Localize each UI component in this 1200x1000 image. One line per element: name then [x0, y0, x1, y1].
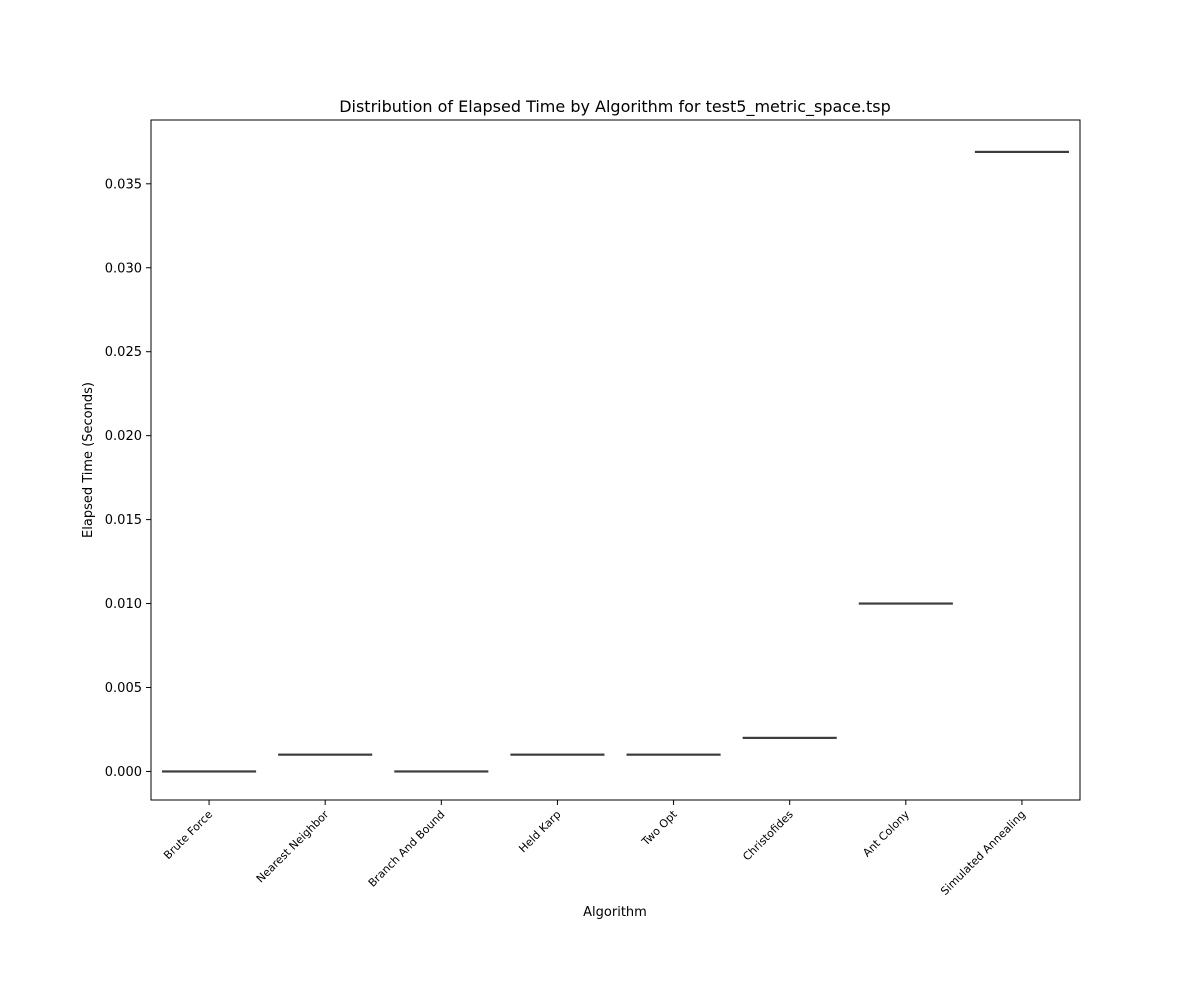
x-tick-label: Brute Force: [161, 808, 215, 862]
x-axis: Brute Force Nearest Neighbor Branch And Bo…: [161, 800, 1028, 898]
y-tick-label: 0.020: [105, 429, 142, 444]
plot-area: [150, 119, 1081, 801]
x-tick-label: Two Opt: [639, 807, 681, 849]
chart-title: Distribution of Elapsed Time by Algorith…: [339, 97, 891, 117]
y-tick-label: 0.025: [105, 345, 142, 360]
x-tick-label: Branch And Bound: [366, 808, 448, 890]
x-tick-label: Simulated Annealing: [938, 808, 1028, 898]
x-tick-label: Nearest Neighbor: [254, 808, 332, 886]
y-tick-label: 0.030: [105, 261, 142, 276]
y-tick-label: 0.000: [105, 765, 142, 780]
y-axis: 0.000 0.005 0.010 0.015 0.020 0.025 0.030 0.035: [105, 177, 151, 780]
y-tick-label: 0.010: [105, 597, 142, 612]
y-axis-label: Elapsed Time (Seconds): [81, 382, 96, 538]
x-tick-label: Christofides: [740, 808, 796, 864]
x-axis-label: Algorithm: [583, 905, 647, 920]
boxes: [162, 150, 1069, 773]
y-tick-label: 0.015: [105, 513, 142, 528]
y-tick-label: 0.005: [105, 681, 142, 696]
x-tick-label: Held Karp: [516, 808, 563, 855]
x-tick-label: Ant Colony: [860, 808, 912, 860]
y-tick-label: 0.035: [105, 177, 142, 192]
